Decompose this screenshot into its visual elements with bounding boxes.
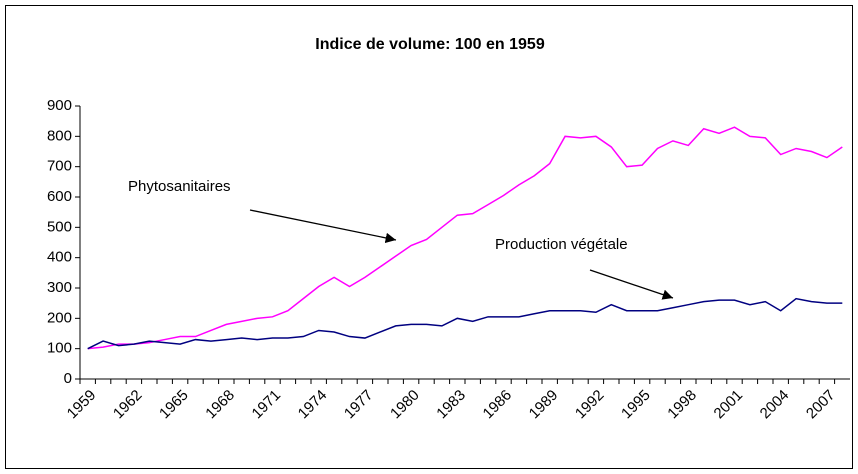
y-tick-label: 200 [47, 309, 72, 326]
y-tick-label: 300 [47, 279, 72, 296]
y-tick-label: 500 [47, 218, 72, 235]
y-tick-label: 700 [47, 158, 72, 175]
y-tick-label: 900 [47, 97, 72, 114]
series-line [87, 297, 843, 350]
y-tick-label: 0 [64, 370, 72, 387]
series-line [87, 126, 843, 350]
y-tick-label: 400 [47, 249, 72, 266]
y-tick-label: 600 [47, 188, 72, 205]
series-annotation: Production végétale [495, 236, 628, 253]
y-tick-label: 800 [47, 127, 72, 144]
chart-title: Indice de volume: 100 en 1959 [315, 36, 545, 53]
y-tick-label: 100 [47, 340, 72, 357]
annotation-arrow [589, 269, 674, 300]
series-annotation: Phytosanitaires [128, 178, 231, 195]
annotation-arrow [249, 209, 397, 244]
